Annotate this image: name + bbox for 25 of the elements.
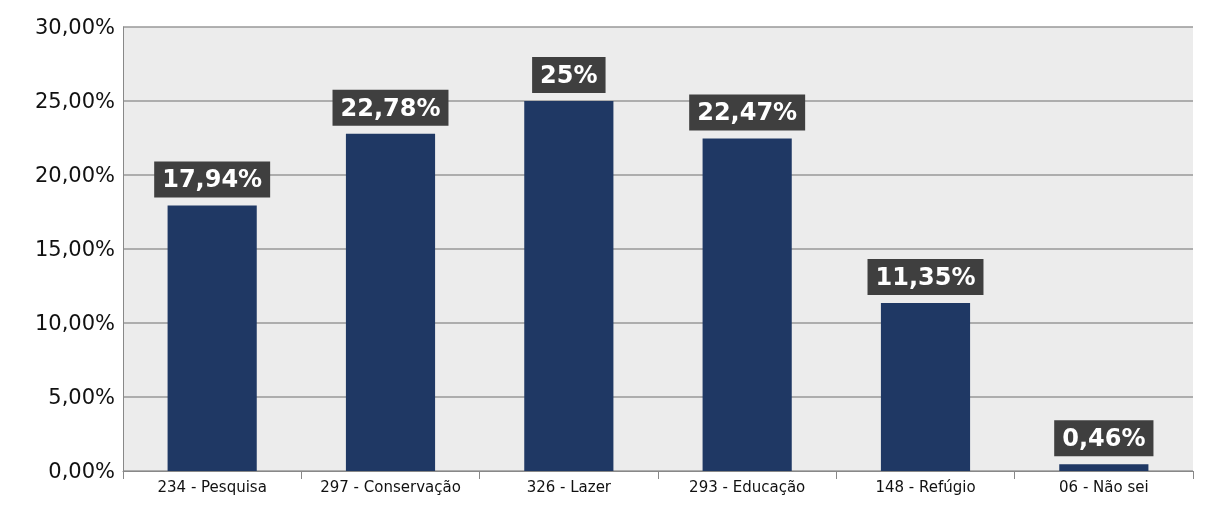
bar xyxy=(702,138,792,471)
y-tick-label: 0,00% xyxy=(48,459,115,483)
bar xyxy=(524,101,614,471)
x-tick-label: 234 - Pesquisa xyxy=(157,477,267,496)
bar xyxy=(167,205,257,471)
x-tick-label: 326 - Lazer xyxy=(526,477,612,496)
data-label: 22,47% xyxy=(697,98,798,127)
data-label: 22,78% xyxy=(340,93,441,122)
x-tick-label: 293 - Educação xyxy=(689,477,806,496)
x-tick-label: 06 - Não sei xyxy=(1059,477,1149,496)
y-tick-label: 10,00% xyxy=(34,311,115,335)
x-tick-label: 297 - Conservação xyxy=(320,477,461,496)
x-tick-label: 148 - Refúgio xyxy=(875,477,976,496)
y-tick-label: 15,00% xyxy=(34,237,115,261)
y-tick-label: 30,00% xyxy=(34,15,115,39)
bar xyxy=(345,133,436,471)
data-label: 11,35% xyxy=(875,263,976,292)
y-tick-label: 20,00% xyxy=(34,163,115,187)
data-label: 17,94% xyxy=(162,165,263,194)
bar xyxy=(880,303,971,471)
data-label: 25% xyxy=(540,61,598,89)
data-label: 0,46% xyxy=(1062,424,1146,453)
bar xyxy=(1059,464,1149,471)
y-tick-label: 25,00% xyxy=(34,89,115,113)
y-tick-label: 5,00% xyxy=(48,385,115,409)
